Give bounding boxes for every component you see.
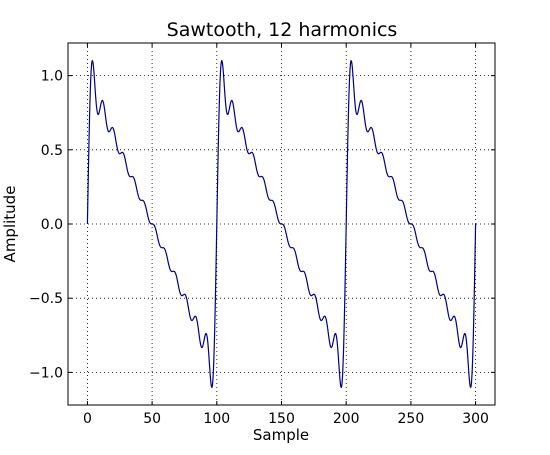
x-tick-label: 100 bbox=[203, 411, 230, 427]
x-tick-label: 200 bbox=[333, 411, 360, 427]
x-axis-label: Sample bbox=[253, 426, 309, 444]
y-tick-label: 1.0 bbox=[41, 69, 63, 85]
y-axis-label: Amplitude bbox=[1, 186, 19, 263]
y-tick-label: −1.0 bbox=[29, 365, 63, 381]
y-tick-label: 0.5 bbox=[41, 143, 63, 159]
chart-title: Sawtooth, 12 harmonics bbox=[167, 19, 398, 41]
x-tick-label: 0 bbox=[83, 411, 92, 427]
x-tick-label: 300 bbox=[462, 411, 489, 427]
x-tick-label: 250 bbox=[398, 411, 425, 427]
series-layer bbox=[86, 59, 477, 389]
sawtooth-series-line bbox=[86, 59, 477, 389]
x-tick-label: 50 bbox=[143, 411, 161, 427]
y-tick-label: 0.0 bbox=[41, 217, 63, 233]
ticks: 0 50 100 150 200 250 300 −1.0 −0.5 0.0 0.5 1.0 bbox=[29, 43, 495, 427]
x-tick-label: 150 bbox=[268, 411, 295, 427]
y-tick-label: −0.5 bbox=[29, 291, 63, 307]
